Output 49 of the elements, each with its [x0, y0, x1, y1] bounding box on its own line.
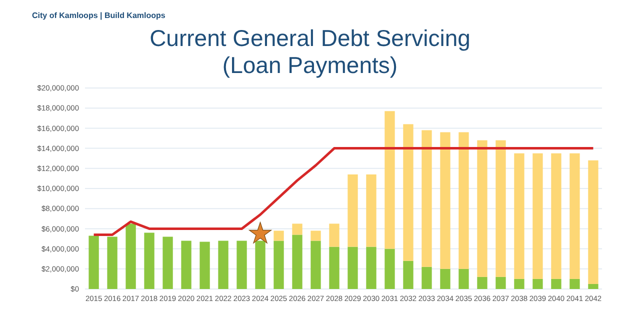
line-series: [92, 147, 594, 236]
bar: [181, 240, 192, 289]
bar: [310, 240, 321, 289]
bar: [292, 234, 302, 289]
bar: [588, 284, 598, 289]
bar: [255, 240, 266, 289]
bar: [514, 153, 524, 279]
bar: [310, 230, 321, 241]
bar: [144, 232, 154, 289]
bar: [477, 276, 488, 289]
bar: [458, 268, 469, 289]
bar: [162, 236, 173, 289]
bar: [348, 246, 358, 289]
bar: [200, 242, 210, 289]
bar: [570, 153, 580, 279]
text: City of Kamloops | Build Kamloops: [32, 11, 166, 20]
bar: [532, 278, 543, 289]
bar: [236, 240, 247, 289]
bar: [496, 140, 506, 277]
bar: [532, 153, 543, 279]
bar: [292, 224, 302, 235]
bar: [384, 111, 395, 249]
bar: [366, 174, 376, 247]
bar: [440, 132, 450, 269]
bar: [366, 246, 376, 289]
bar: [329, 246, 340, 289]
bar: [88, 236, 99, 289]
bar: [570, 278, 580, 289]
bar: [551, 278, 562, 289]
bar: [218, 240, 228, 289]
bar: [348, 174, 358, 247]
bar: [107, 236, 118, 289]
bar: [403, 124, 414, 261]
bar: [403, 260, 414, 289]
bar: [588, 160, 598, 284]
bar: [274, 230, 284, 241]
chart-title: Current General Debt Servicing (Loan Payments): [150, 25, 470, 78]
bar: [274, 240, 284, 289]
bar: [422, 266, 432, 289]
bar: [514, 278, 524, 289]
bar: [422, 130, 432, 267]
bar: [551, 153, 562, 279]
bar: [496, 276, 506, 289]
bar: [440, 268, 450, 289]
bar: [477, 140, 488, 277]
bar: [126, 224, 136, 289]
bar: [329, 224, 340, 247]
bar: [384, 248, 395, 289]
bar: [458, 132, 469, 269]
